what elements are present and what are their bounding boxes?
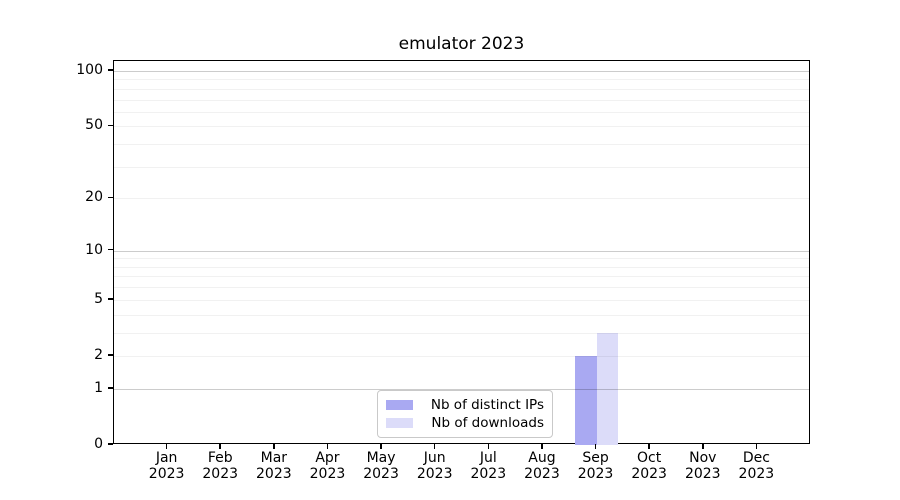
ips-swatch-icon — [386, 400, 413, 410]
y-gridline-minor — [114, 266, 809, 268]
x-tick-label: Jan 2023 — [148, 450, 185, 482]
x-tick-label: Nov 2023 — [684, 450, 721, 482]
x-tick-mark — [487, 444, 490, 449]
x-tick-label: Dec 2023 — [738, 450, 775, 482]
y-tick-mark — [108, 69, 113, 71]
bar-sep-2023-s1 — [596, 332, 619, 445]
y-gridline-minor — [114, 111, 809, 113]
plot-area — [113, 60, 810, 445]
x-tick-label: Feb 2023 — [202, 450, 239, 482]
legend: Nb of distinct IPs Nb of downloads — [377, 390, 553, 438]
x-tick-mark — [594, 444, 597, 449]
y-tick-mark — [108, 124, 113, 127]
y-gridline-minor — [114, 287, 809, 289]
x-tick-mark — [433, 444, 436, 449]
y-gridline-minor — [114, 88, 809, 90]
y-tick-mark — [108, 354, 113, 356]
legend-label: Nb of distinct IPs — [430, 396, 544, 413]
y-gridline-major — [114, 250, 809, 252]
x-tick-label: Aug 2023 — [524, 450, 560, 482]
x-tick-label: Mar 2023 — [256, 450, 292, 482]
x-tick-label: May 2023 — [363, 450, 399, 482]
y-gridline-minor — [114, 276, 809, 278]
y-gridline-minor — [114, 258, 809, 260]
y-tick-label: 1 — [94, 379, 103, 396]
y-tick-label: 2 — [94, 346, 103, 363]
x-tick-mark — [648, 444, 650, 449]
y-tick-label: 10 — [85, 241, 103, 258]
x-tick-mark — [273, 444, 275, 449]
y-gridline-minor — [114, 99, 809, 101]
x-tick-mark — [165, 444, 168, 449]
legend-label: Nb of downloads — [431, 414, 544, 431]
y-gridline-minor — [114, 144, 809, 146]
bars-layer — [114, 61, 809, 445]
chart-title: emulator 2023 — [398, 34, 525, 54]
x-tick-label: Sep 2023 — [577, 450, 614, 482]
x-tick-mark — [541, 444, 543, 449]
y-gridline-minor — [114, 332, 809, 334]
x-tick-label: Oct 2023 — [631, 450, 667, 482]
y-tick-mark — [108, 443, 113, 445]
y-tick-label: 20 — [85, 189, 103, 206]
y-gridline-major — [114, 71, 809, 72]
y-tick-label: 100 — [76, 62, 103, 78]
x-tick-label: Jul 2023 — [470, 450, 507, 482]
y-tick-mark — [108, 248, 113, 251]
x-tick-mark — [755, 444, 758, 449]
y-gridline-minor — [114, 299, 809, 301]
y-gridline-minor — [114, 355, 809, 357]
x-tick-mark — [380, 444, 382, 449]
y-gridline-minor — [114, 126, 809, 128]
x-tick-label: Apr 2023 — [309, 450, 346, 482]
grid-layer — [114, 61, 809, 443]
y-tick-mark — [108, 387, 113, 389]
legend-item-distinct-ips: Nb of distinct IPs — [386, 396, 544, 413]
bar-sep-2023-s0 — [575, 355, 597, 445]
y-gridline-minor — [114, 166, 809, 168]
y-tick-label: 5 — [94, 290, 103, 307]
y-tick-label: 50 — [85, 117, 103, 134]
x-tick-mark — [219, 444, 221, 449]
x-tick-mark — [326, 444, 329, 449]
y-gridline-major — [114, 388, 809, 390]
y-gridline-minor — [114, 198, 809, 200]
x-tick-mark — [702, 444, 704, 449]
y-tick-label: 0 — [94, 436, 103, 452]
legend-item-downloads: Nb of downloads — [386, 414, 544, 431]
y-gridline-minor — [114, 314, 809, 316]
y-tick-mark — [108, 298, 113, 300]
y-gridline-minor — [114, 79, 809, 81]
downloads-swatch-icon — [386, 418, 413, 428]
y-tick-mark — [108, 196, 113, 199]
x-tick-label: Jun 2023 — [416, 450, 453, 482]
